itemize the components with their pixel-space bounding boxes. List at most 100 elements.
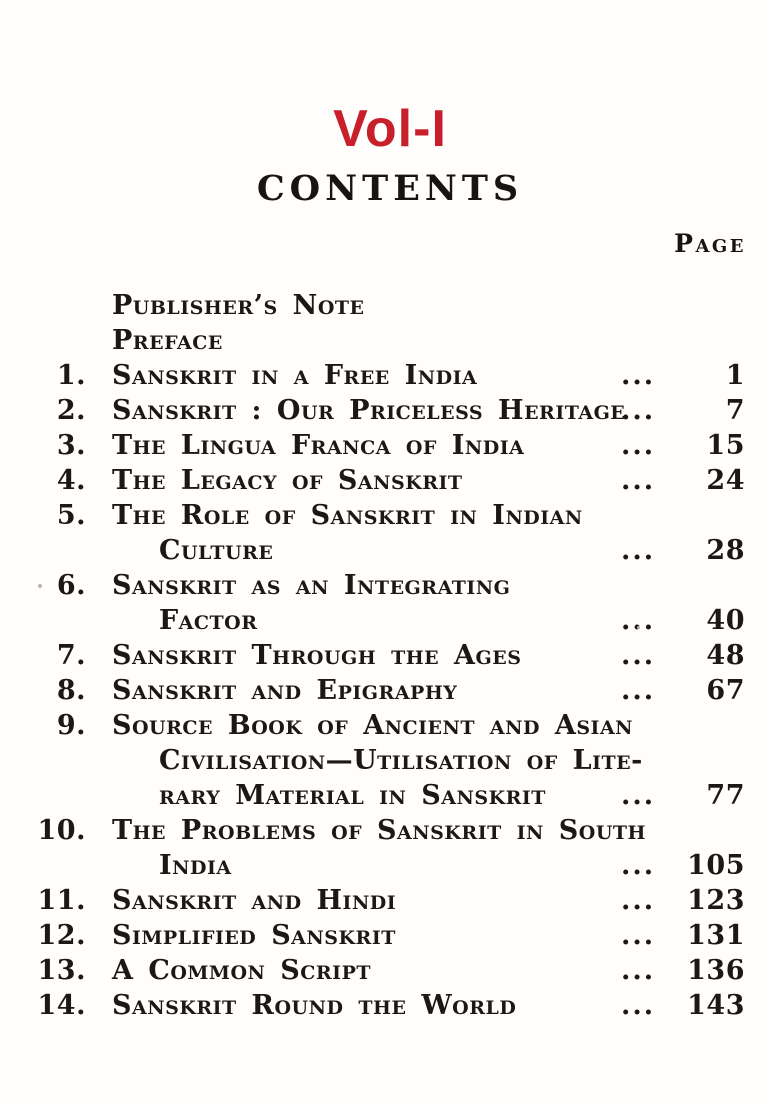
entry-number: 7. [56, 640, 86, 671]
entry-number: 12. [37, 920, 86, 951]
toc-entry: 2. Sanskrit : Our Priceless Heritage ...… [0, 393, 745, 428]
entry-number: 3. [56, 430, 86, 461]
entry-title: Sanskrit : Our Priceless Heritage [112, 393, 626, 428]
entry-title-line: Sanskrit and Epigraphy [112, 675, 458, 706]
entry-title-line: The Lingua Franca of India [112, 430, 525, 461]
entry-title-line: The Legacy of Sanskrit [112, 465, 463, 496]
page-column-header: Page [674, 229, 746, 258]
entry-page-number: 15 [706, 430, 745, 461]
page-column-header-row: Page [0, 229, 780, 258]
volume-label: Vol-I [333, 100, 447, 158]
entry-title: The Legacy of Sanskrit [112, 463, 621, 498]
toc-entry: 12. Simplified Sanskrit ... 131 [0, 918, 745, 953]
toc-entry: 4. The Legacy of Sanskrit ... 24 [0, 463, 745, 498]
entry-title-line: Simplified Sanskrit [112, 920, 396, 951]
toc-entry: 6. Sanskrit as an Integrating Factor ...… [0, 568, 745, 638]
entry-title: Publisher’s Note [112, 288, 745, 323]
entry-page-number: 77 [706, 780, 745, 811]
entry-title-line: rary Material in Sanskrit [159, 780, 546, 811]
entry-title: Preface [112, 323, 745, 358]
entry-title: The Problems of Sanskrit in South India [112, 813, 646, 883]
entry-title: A Common Script [112, 953, 621, 988]
entry-page-number: 131 [687, 920, 745, 951]
entry-number: 10. [37, 815, 86, 846]
toc-entry: 8. Sanskrit and Epigraphy ... 67 [0, 673, 745, 708]
entry-page-number: 136 [687, 955, 745, 986]
leader-dots: ... [621, 395, 656, 426]
entry-title-line: Sanskrit and Hindi [112, 885, 397, 916]
entry-number: 1. [56, 360, 86, 391]
entry-number: 5. [56, 500, 86, 531]
toc-entry: 14. Sanskrit Round the World ... 143 [0, 988, 745, 1023]
toc-entry: 3. The Lingua Franca of India ... 15 [0, 428, 745, 463]
scan-speck [637, 626, 640, 629]
entry-number: 11. [37, 885, 86, 916]
leader-dots: ... [621, 535, 656, 566]
leader-dots: ... [621, 885, 656, 916]
entry-number: 4. [56, 465, 86, 496]
entry-page-number: 143 [687, 990, 745, 1021]
leader-dots: ... [621, 780, 656, 811]
entry-page-number: 40 [706, 605, 745, 636]
entry-page-number: 67 [706, 675, 745, 706]
leader-dots: ... [621, 430, 656, 461]
entry-page-number: 1 [725, 360, 745, 391]
entry-title-line: A Common Script [112, 955, 371, 986]
entry-title-line: Sanskrit : Our Priceless Heritage [112, 395, 626, 426]
toc-entry: 7. Sanskrit Through the Ages ... 48 [0, 638, 745, 673]
entry-page-number: 123 [687, 885, 745, 916]
leader-dots: ... [621, 675, 656, 706]
entry-number: 9. [56, 710, 86, 741]
entry-title: The Lingua Franca of India [112, 428, 621, 463]
entry-number: 8. [56, 675, 86, 706]
leader-dots: ... [621, 360, 656, 391]
entry-title-line: Culture [159, 535, 274, 566]
entry-page-number: 105 [687, 850, 745, 881]
entry-number: 2. [56, 395, 86, 426]
toc-entry: 1. Sanskrit in a Free India ... 1 [0, 358, 745, 393]
entry-title: Sanskrit and Epigraphy [112, 673, 621, 708]
scan-speck [38, 584, 42, 588]
entry-title: Sanskrit Through the Ages [112, 638, 621, 673]
contents-heading: CONTENTS [256, 168, 524, 209]
entry-title: Sanskrit Round the World [112, 988, 621, 1023]
entry-title-line: Sanskrit Through the Ages [112, 640, 522, 671]
entry-number: 13. [37, 955, 86, 986]
toc-entry: 11. Sanskrit and Hindi ... 123 [0, 883, 745, 918]
entry-title: Sanskrit in a Free India [112, 358, 621, 393]
entry-title-line: Preface [112, 325, 223, 356]
entry-title-line: Factor [159, 605, 258, 636]
entry-title-line: Sanskrit as an Integrating [112, 570, 511, 601]
leader-dots: ... [621, 955, 656, 986]
entry-page-number: 7 [725, 395, 745, 426]
entry-title-line: Sanskrit Round the World [112, 990, 517, 1021]
leader-dots: ... [621, 465, 656, 496]
entry-page-number: 48 [706, 640, 745, 671]
entry-title-line: Source Book of Ancient and Asian [112, 710, 634, 741]
front-matter-row: Publisher’s Note [0, 288, 745, 323]
toc-entry: 5. The Role of Sanskrit in Indian Cultur… [0, 498, 745, 568]
front-matter-row: Preface [0, 323, 745, 358]
entry-number: 14. [37, 990, 86, 1021]
leader-dots: ... [621, 920, 656, 951]
entry-title-line: The Role of Sanskrit in Indian [112, 500, 583, 531]
toc-entry: 10. The Problems of Sanskrit in South In… [0, 813, 745, 883]
entry-title-line: Sanskrit in a Free India [112, 360, 478, 391]
entry-title: The Role of Sanskrit in Indian Culture [112, 498, 621, 568]
toc-entry: 13. A Common Script ... 136 [0, 953, 745, 988]
entry-number: 6. [56, 570, 86, 601]
entry-title: Simplified Sanskrit [112, 918, 621, 953]
leader-dots: ... [621, 850, 656, 881]
entry-title: Source Book of Ancient and Asian Civilis… [112, 708, 643, 813]
entry-title-line: The Problems of Sanskrit in South [112, 815, 646, 846]
entry-title-line: India [159, 850, 232, 881]
table-of-contents: Publisher’s Note Preface 1. Sanskrit in … [0, 288, 780, 1023]
toc-entry: 9. Source Book of Ancient and Asian Civi… [0, 708, 745, 813]
entry-page-number: 28 [706, 535, 745, 566]
entry-page-number: 24 [706, 465, 745, 496]
entry-title: Sanskrit as an Integrating Factor [112, 568, 621, 638]
entry-title-line: Civilisation—Utilisation of Lite- [159, 745, 643, 776]
leader-dots: ... [621, 990, 656, 1021]
leader-dots: ... [621, 605, 656, 636]
